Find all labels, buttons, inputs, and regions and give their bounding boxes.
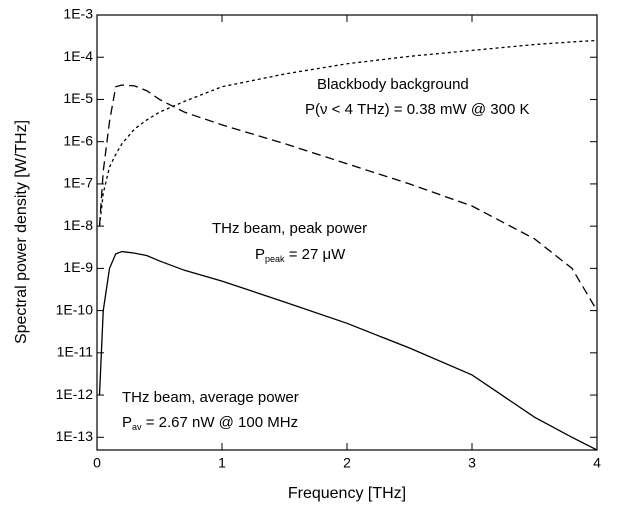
annotation: Pav = 2.67 nW @ 100 MHz — [122, 414, 298, 432]
y-tick-label: 1E-12 — [56, 386, 94, 402]
annotation: THz beam, average power — [122, 389, 299, 406]
annotation-text: = 27 μW — [285, 246, 347, 263]
y-tick-label: 1E-7 — [63, 175, 93, 191]
annotation-text: P — [122, 414, 132, 431]
annotation-subscript: av — [132, 422, 142, 432]
annotation-text: = 2.67 nW @ 100 MHz — [142, 414, 299, 431]
annotation: Blackbody background — [317, 76, 469, 93]
annotation-subscript: peak — [265, 254, 285, 264]
annotation: P(ν < 4 THz) = 0.38 mW @ 300 K — [305, 101, 529, 118]
annotation-text: P — [255, 246, 265, 263]
y-tick-label: 1E-8 — [63, 217, 93, 233]
x-axis-label: Frequency [THz] — [288, 485, 406, 502]
y-tick-label: 1E-10 — [56, 301, 94, 317]
x-tick-label: 4 — [593, 455, 601, 471]
y-tick-label: 1E-3 — [63, 6, 93, 22]
y-axis-label: Spectral power density [W/THz] — [13, 120, 30, 344]
series-line — [98, 250, 597, 450]
x-tick-label: 0 — [93, 455, 101, 471]
plot-area — [98, 39, 597, 450]
series-line — [98, 84, 597, 311]
y-tick-label: 1E-4 — [63, 48, 93, 64]
y-tick-label: 1E-5 — [63, 90, 93, 106]
annotation-text: THz beam, average power — [122, 389, 299, 406]
y-tick-label: 1E-9 — [63, 259, 93, 275]
y-tick-label: 1E-6 — [63, 132, 93, 148]
x-tick-label: 3 — [468, 455, 476, 471]
annotation-text: THz beam, peak power — [212, 220, 367, 237]
y-tick-label: 1E-11 — [57, 344, 94, 360]
x-tick-label: 2 — [343, 455, 351, 471]
y-tick-label: 1E-13 — [56, 428, 94, 444]
annotation-text: Blackbody background — [317, 76, 469, 93]
series-line — [98, 39, 597, 227]
annotation: THz beam, peak power — [212, 220, 367, 237]
annotation: Ppeak = 27 μW — [255, 246, 346, 264]
x-tick-label: 1 — [218, 455, 226, 471]
annotation-text: P(ν < 4 THz) = 0.38 mW @ 300 K — [305, 101, 529, 118]
